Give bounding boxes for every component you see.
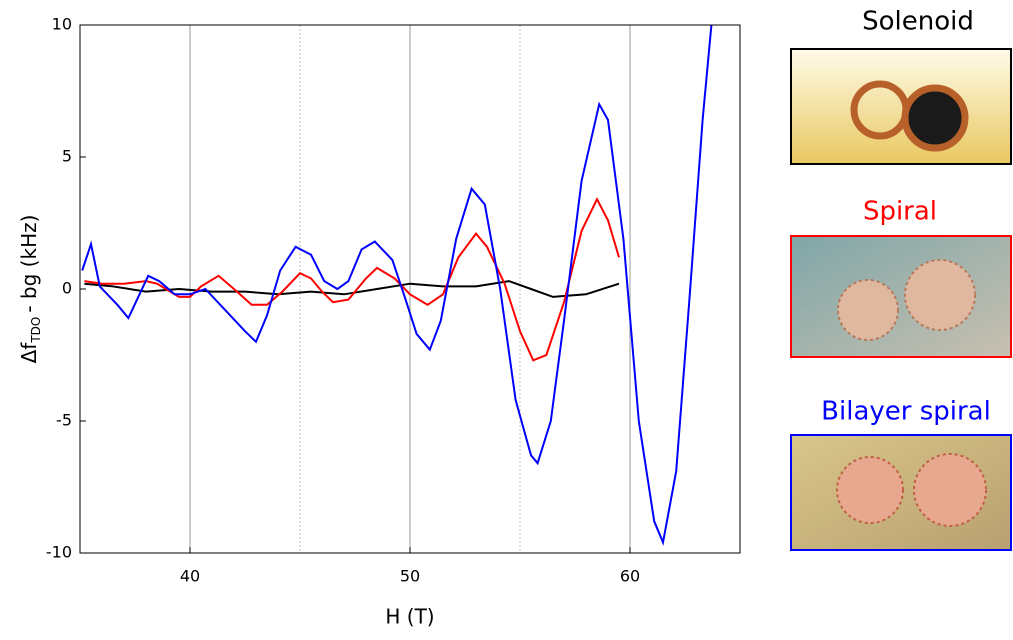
x-tick-label: 60 [620,567,640,586]
y-label-sub: TDO [29,317,43,344]
coil [836,456,904,524]
photo-frame [790,434,1012,551]
coil [837,279,899,341]
y-tick-label: 5 [62,147,72,166]
photo-frame [790,235,1012,358]
x-tick-label: 50 [400,567,420,586]
photos [791,49,1011,550]
photo-spiral [791,236,1011,357]
legend-label: Bilayer spiral [821,397,991,427]
y-tick-label: -10 [46,543,72,562]
y-tick-label: 0 [62,279,72,298]
series-line [81,25,713,546]
legend-label: Solenoid [862,7,974,37]
y-axis-label: ΔfTDO - bg (kHz) [17,215,43,364]
series-line [84,196,620,362]
y-tick-label: -5 [56,411,72,430]
series-line [84,280,620,298]
x-axis-label: H (T) [385,605,434,629]
legend-label: Spiral [863,197,937,227]
coil [901,84,969,152]
x-tick-label: 40 [180,567,200,586]
photo-solenoid [791,49,1011,164]
photo-frame [790,48,1012,165]
y-label-rest: - bg (kHz) [17,215,41,313]
plot-frame [79,24,741,554]
plot-lines [81,25,713,546]
coil [913,453,987,527]
coil [904,259,976,331]
y-label-main: Δf [17,342,41,364]
y-tick-label: 10 [52,15,72,34]
